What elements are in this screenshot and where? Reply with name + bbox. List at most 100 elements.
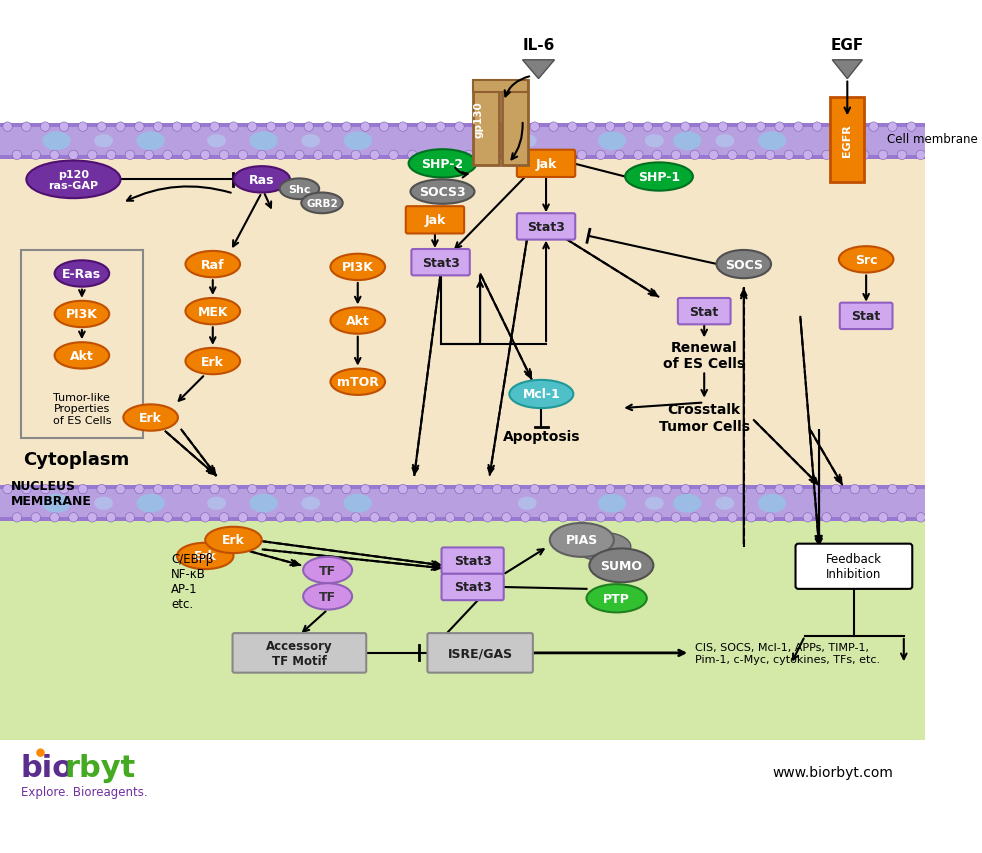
Circle shape — [906, 485, 916, 494]
FancyBboxPatch shape — [442, 574, 504, 601]
Circle shape — [765, 151, 775, 160]
Circle shape — [765, 513, 775, 522]
Circle shape — [483, 513, 492, 522]
Circle shape — [586, 485, 596, 494]
Ellipse shape — [42, 132, 71, 151]
Circle shape — [756, 485, 765, 494]
Circle shape — [812, 485, 822, 494]
FancyBboxPatch shape — [233, 634, 366, 673]
Text: Stat3: Stat3 — [527, 221, 565, 234]
Text: Apoptosis: Apoptosis — [503, 430, 580, 444]
Circle shape — [888, 123, 898, 132]
Bar — [0, 127, 924, 156]
Circle shape — [50, 513, 59, 522]
Circle shape — [12, 513, 22, 522]
Text: SHP-2: SHP-2 — [421, 158, 464, 171]
Ellipse shape — [55, 343, 109, 369]
Ellipse shape — [598, 494, 627, 513]
Circle shape — [888, 485, 898, 494]
Circle shape — [690, 513, 699, 522]
Ellipse shape — [586, 584, 647, 612]
Circle shape — [681, 123, 690, 132]
Circle shape — [728, 151, 737, 160]
Polygon shape — [832, 61, 862, 79]
Ellipse shape — [716, 497, 735, 510]
Text: MEK: MEK — [197, 305, 228, 318]
Circle shape — [455, 485, 464, 494]
Circle shape — [718, 123, 728, 132]
Circle shape — [492, 485, 502, 494]
Text: NUCLEUS
MEMBRANE: NUCLEUS MEMBRANE — [12, 479, 92, 508]
Ellipse shape — [234, 167, 290, 194]
Circle shape — [276, 151, 285, 160]
Circle shape — [568, 485, 577, 494]
Circle shape — [850, 485, 859, 494]
Circle shape — [285, 485, 295, 494]
Ellipse shape — [94, 497, 113, 510]
Ellipse shape — [27, 161, 121, 199]
Circle shape — [106, 151, 116, 160]
Ellipse shape — [626, 163, 693, 191]
Circle shape — [803, 151, 812, 160]
Bar — [0, 124, 924, 160]
Circle shape — [352, 151, 360, 160]
Circle shape — [822, 151, 832, 160]
Circle shape — [389, 151, 399, 160]
Text: rbyt: rbyt — [64, 753, 136, 782]
Text: Src: Src — [855, 253, 877, 266]
Ellipse shape — [598, 132, 627, 151]
Circle shape — [219, 513, 229, 522]
Bar — [0, 485, 924, 521]
Circle shape — [878, 513, 888, 522]
Ellipse shape — [518, 135, 536, 148]
Circle shape — [559, 513, 568, 522]
Circle shape — [379, 123, 389, 132]
Circle shape — [172, 485, 182, 494]
Ellipse shape — [716, 135, 735, 148]
Circle shape — [633, 151, 643, 160]
Circle shape — [229, 123, 239, 132]
Circle shape — [464, 151, 473, 160]
Ellipse shape — [510, 380, 573, 409]
Circle shape — [370, 151, 379, 160]
Circle shape — [399, 485, 408, 494]
Circle shape — [87, 151, 97, 160]
Circle shape — [116, 123, 126, 132]
Circle shape — [229, 485, 239, 494]
Circle shape — [502, 513, 512, 522]
Ellipse shape — [645, 135, 664, 148]
Ellipse shape — [186, 252, 240, 278]
Bar — [472, 81, 528, 93]
Circle shape — [530, 485, 539, 494]
FancyBboxPatch shape — [411, 250, 469, 276]
Circle shape — [426, 513, 436, 522]
FancyBboxPatch shape — [678, 299, 731, 325]
Circle shape — [436, 485, 445, 494]
Circle shape — [59, 485, 69, 494]
Text: Erk: Erk — [193, 550, 217, 563]
Circle shape — [59, 123, 69, 132]
Text: Stat3: Stat3 — [454, 581, 492, 594]
Circle shape — [812, 123, 822, 132]
Circle shape — [455, 123, 464, 132]
Ellipse shape — [136, 132, 165, 151]
Circle shape — [417, 123, 426, 132]
Circle shape — [285, 123, 295, 132]
Text: PI3K: PI3K — [342, 261, 374, 274]
Circle shape — [3, 123, 12, 132]
Circle shape — [144, 151, 153, 160]
Circle shape — [577, 151, 586, 160]
FancyBboxPatch shape — [517, 214, 575, 241]
Circle shape — [746, 151, 756, 160]
Circle shape — [615, 151, 625, 160]
Circle shape — [841, 151, 850, 160]
Circle shape — [352, 513, 360, 522]
Ellipse shape — [673, 132, 701, 151]
Circle shape — [360, 123, 370, 132]
Circle shape — [304, 123, 313, 132]
Circle shape — [408, 513, 417, 522]
Circle shape — [625, 485, 633, 494]
FancyBboxPatch shape — [442, 548, 504, 574]
Circle shape — [512, 123, 520, 132]
Ellipse shape — [94, 135, 113, 148]
